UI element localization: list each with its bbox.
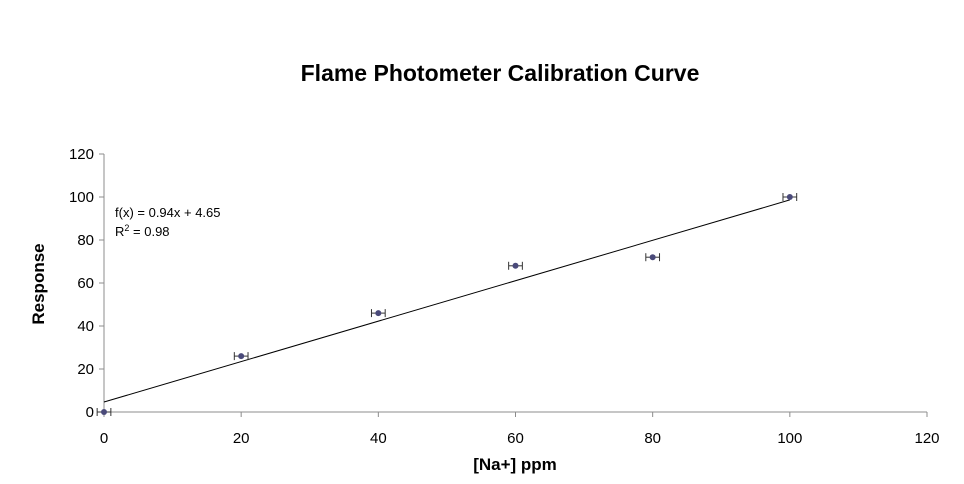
trendline-group <box>103 199 790 403</box>
y-tick-label: 100 <box>69 189 94 206</box>
y-tick-label: 20 <box>77 361 94 378</box>
data-point <box>238 353 245 360</box>
r-squared-superscript: 2 <box>124 223 129 233</box>
y-ticks: 0 20 40 60 80 100 120 <box>69 146 104 421</box>
x-tick-label: 60 <box>507 430 524 447</box>
data-point <box>101 409 107 415</box>
r-squared-value: = 0.98 <box>129 224 169 239</box>
data-point <box>512 262 519 269</box>
y-axis-title: Response <box>29 243 48 324</box>
data-point <box>786 194 793 200</box>
y-tick-label: 0 <box>86 404 94 421</box>
y-tick-label: 120 <box>69 146 94 163</box>
x-axis-title: [Na+] ppm <box>473 455 557 474</box>
data-point <box>375 310 382 317</box>
x-tick-label: 0 <box>100 430 108 447</box>
r-squared-label: R2 = 0.98 <box>115 223 170 239</box>
chart-title: Flame Photometer Calibration Curve <box>300 60 700 86</box>
y-tick-label: 80 <box>77 232 94 249</box>
trendline <box>103 199 790 403</box>
axes <box>103 154 927 413</box>
data-point <box>649 254 656 261</box>
trendline-equation: f(x) = 0.94x + 4.65 <box>115 205 221 220</box>
x-tick-label: 100 <box>777 430 802 447</box>
x-tick-label: 120 <box>914 430 939 447</box>
data-points <box>96 193 798 416</box>
y-tick-label: 60 <box>77 275 94 292</box>
y-tick-label: 40 <box>77 318 94 335</box>
x-tick-label: 80 <box>644 430 661 447</box>
x-tick-label: 20 <box>233 430 250 447</box>
x-tick-label: 40 <box>370 430 387 447</box>
x-ticks: 0 20 40 60 80 100 120 <box>100 412 940 447</box>
r-squared-symbol: R <box>115 224 124 239</box>
